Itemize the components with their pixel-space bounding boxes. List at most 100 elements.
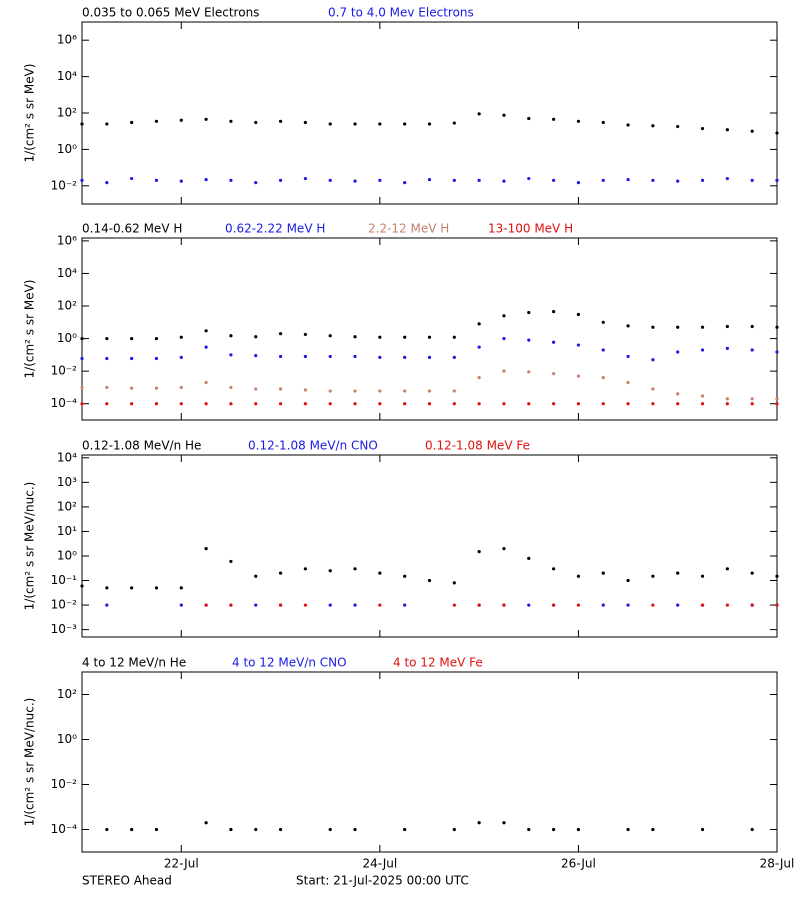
data-point bbox=[552, 372, 556, 376]
plot-frame bbox=[81, 237, 778, 421]
data-point bbox=[403, 603, 407, 607]
data-point bbox=[154, 356, 159, 361]
data-point bbox=[229, 559, 233, 564]
data-point bbox=[502, 546, 506, 551]
data-point bbox=[254, 335, 258, 339]
data-point bbox=[130, 402, 134, 406]
legend-entry: 0.14-0.62 MeV H bbox=[82, 222, 182, 236]
data-point bbox=[750, 348, 754, 352]
data-point bbox=[725, 397, 729, 401]
y-tick-label: 10⁰ bbox=[57, 548, 77, 562]
data-point bbox=[502, 369, 506, 373]
legend-entry: 0.12-1.08 MeV/n He bbox=[82, 439, 201, 453]
legend-entry: 4 to 12 MeV/n He bbox=[82, 656, 186, 670]
data-point bbox=[353, 603, 357, 607]
data-point bbox=[427, 402, 432, 406]
data-point bbox=[750, 178, 754, 182]
data-point bbox=[427, 389, 432, 393]
start-time: Start: 21-Jul-2025 00:00 UTC bbox=[296, 874, 469, 888]
data-point bbox=[452, 178, 456, 182]
data-point bbox=[651, 402, 655, 406]
data-point bbox=[204, 117, 208, 121]
data-point bbox=[254, 574, 258, 578]
data-point bbox=[403, 827, 407, 832]
y-tick-label: 10⁰ bbox=[57, 732, 77, 746]
data-point bbox=[750, 571, 754, 575]
data-point bbox=[278, 402, 283, 406]
data-point bbox=[477, 821, 481, 825]
data-point bbox=[378, 178, 382, 182]
data-point bbox=[651, 827, 655, 832]
data-point bbox=[303, 120, 307, 125]
data-point bbox=[700, 126, 705, 131]
data-point bbox=[254, 120, 258, 125]
data-point bbox=[254, 603, 258, 607]
data-point bbox=[651, 574, 655, 578]
data-point bbox=[154, 827, 159, 832]
data-point bbox=[80, 385, 84, 390]
data-point bbox=[179, 402, 183, 406]
spacecraft: STEREO Ahead bbox=[82, 874, 172, 888]
data-point bbox=[328, 389, 332, 393]
data-point bbox=[154, 402, 159, 406]
data-point bbox=[552, 827, 556, 832]
y-tick-label: 10⁶ bbox=[57, 33, 77, 47]
data-point bbox=[502, 113, 506, 117]
data-point bbox=[576, 343, 581, 347]
x-tick-label: 22-Jul bbox=[164, 857, 199, 871]
y-tick-label: 10⁻² bbox=[51, 364, 78, 378]
data-point bbox=[700, 348, 705, 352]
y-tick-label: 10⁻² bbox=[51, 178, 78, 192]
data-point bbox=[527, 176, 531, 181]
data-point bbox=[477, 322, 481, 326]
y-tick-label: 10⁰ bbox=[57, 331, 77, 345]
data-point bbox=[303, 176, 307, 181]
data-point bbox=[105, 122, 109, 126]
data-point bbox=[229, 603, 233, 607]
data-point bbox=[254, 387, 258, 391]
y-tick-label: 10⁻³ bbox=[51, 622, 78, 636]
data-point bbox=[750, 603, 754, 607]
data-point bbox=[651, 178, 655, 182]
y-axis-label: 1/(cm² s sr MeV/nuc.) bbox=[23, 698, 37, 827]
data-point bbox=[452, 121, 456, 125]
data-point bbox=[204, 345, 208, 349]
data-point bbox=[353, 827, 357, 832]
data-point bbox=[576, 402, 581, 406]
y-tick-label: 10¹ bbox=[57, 524, 77, 538]
data-point bbox=[502, 336, 506, 341]
data-point bbox=[477, 345, 481, 349]
legend-entry: 0.62-2.22 MeV H bbox=[225, 222, 325, 236]
x-tick-label: 28-Jul bbox=[760, 857, 795, 871]
data-point bbox=[229, 385, 233, 390]
data-point bbox=[502, 402, 506, 406]
legend-entry: 4 to 12 MeV Fe bbox=[393, 656, 483, 670]
data-point bbox=[353, 354, 357, 359]
data-point bbox=[179, 603, 183, 607]
data-point bbox=[576, 574, 581, 578]
data-point bbox=[353, 122, 357, 126]
data-point bbox=[601, 603, 605, 607]
legend-entry: 0.7 to 4.0 Mev Electrons bbox=[328, 6, 474, 20]
data-point bbox=[130, 386, 134, 390]
data-point bbox=[552, 310, 556, 314]
data-point bbox=[676, 392, 680, 396]
data-point bbox=[676, 325, 680, 329]
data-point bbox=[651, 325, 655, 329]
data-point bbox=[626, 380, 630, 385]
y-tick-label: 10² bbox=[57, 499, 77, 513]
data-point bbox=[353, 567, 357, 571]
data-point bbox=[750, 402, 754, 406]
y-tick-label: 10⁰ bbox=[57, 142, 77, 156]
data-point bbox=[452, 581, 456, 585]
data-point bbox=[452, 603, 456, 607]
y-tick-label: 10⁻⁴ bbox=[51, 822, 78, 836]
data-point bbox=[452, 335, 456, 339]
data-point bbox=[527, 370, 531, 374]
data-point bbox=[229, 827, 233, 832]
data-point bbox=[576, 312, 581, 317]
data-point bbox=[204, 821, 208, 825]
data-point bbox=[552, 603, 556, 607]
plot-frame bbox=[81, 21, 778, 205]
y-axis-label: 1/(cm² s sr MeV) bbox=[23, 64, 37, 163]
